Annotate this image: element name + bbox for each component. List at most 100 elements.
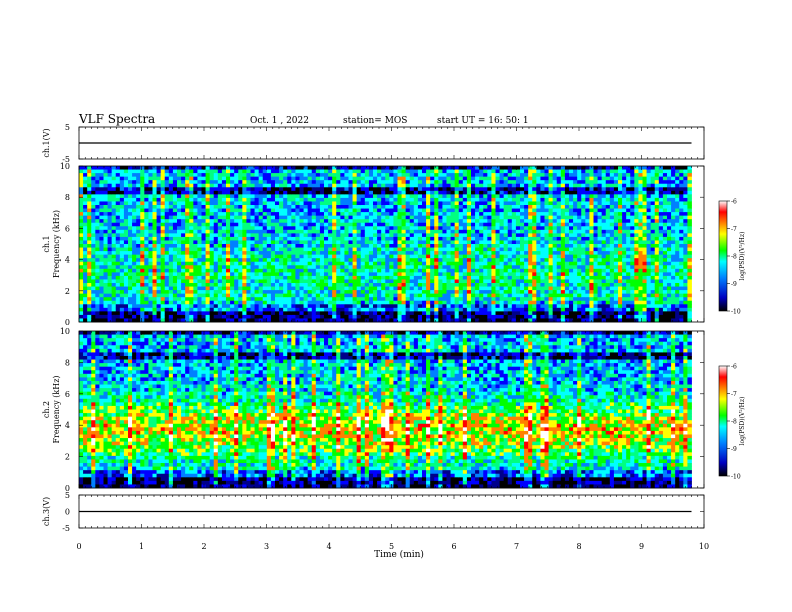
spectrogram-cell (353, 194, 357, 198)
spectrogram-cell (153, 166, 157, 170)
spectrogram-cell (275, 219, 279, 223)
spectrogram-cell (312, 198, 316, 202)
spectrogram-cell (373, 283, 377, 287)
spectrogram-cell (214, 255, 218, 259)
spectrogram-cell (385, 255, 389, 259)
spectrogram-cell (218, 212, 222, 216)
spectrogram-cell (108, 212, 112, 216)
spectrogram-cell (455, 212, 459, 216)
spectrogram-cell (312, 251, 316, 255)
spectrogram-cell (120, 205, 124, 209)
spectrogram-cell (353, 283, 357, 287)
spectrogram-cell (222, 269, 226, 273)
spectrogram-cell (442, 244, 446, 248)
spectrogram-cell (83, 276, 87, 280)
spectrogram-cell (112, 276, 116, 280)
spectrogram-cell (291, 170, 295, 174)
spectrogram-cell (475, 290, 479, 294)
spectrogram-cell (148, 315, 152, 319)
spectrogram-cell (320, 201, 324, 205)
spectrogram-cell (312, 255, 316, 259)
spectrogram-cell (108, 276, 112, 280)
spectrogram-cell (385, 283, 389, 287)
spectrogram-cell (242, 173, 246, 177)
spectrogram-cell (116, 265, 120, 269)
spectrogram-cell (504, 272, 508, 276)
spectrogram-cell (218, 244, 222, 248)
spectrogram-cell (426, 177, 430, 181)
spectrogram-cell (136, 304, 140, 308)
spectrogram-cell (475, 283, 479, 287)
spectrogram-cell (255, 237, 259, 241)
spectrogram-cell (291, 290, 295, 294)
spectrogram-cell (483, 226, 487, 230)
spectrogram-cell (263, 248, 267, 252)
spectrogram-cell (316, 237, 320, 241)
spectrogram-cell (87, 258, 91, 262)
spectrogram-cell (300, 173, 304, 177)
spectrogram-cell (104, 315, 108, 319)
spectrogram-cell (169, 269, 173, 273)
spectrogram-cell (91, 212, 95, 216)
spectrogram-cell (263, 287, 267, 291)
spectrogram-cell (193, 226, 197, 230)
spectrogram-cell (406, 170, 410, 174)
spectrogram-cell (520, 244, 524, 248)
spectrogram-cell (251, 177, 255, 181)
spectrogram-cell (312, 240, 316, 244)
spectrogram-cell (275, 311, 279, 315)
spectrogram-cell (508, 194, 512, 198)
spectrogram-cell (349, 290, 353, 294)
spectrogram-cell (283, 294, 287, 298)
spectrogram-cell (369, 187, 373, 191)
spectrogram-cell (222, 301, 226, 305)
spectrogram-cell (491, 230, 495, 234)
spectrogram-cell (226, 219, 230, 223)
spectrogram-cell (197, 177, 201, 181)
spectrogram-cell (304, 170, 308, 174)
spectrogram-cell (169, 233, 173, 237)
spectrogram-cell (508, 226, 512, 230)
spectrogram-cell (79, 269, 83, 273)
spectrogram-cell (177, 276, 181, 280)
spectrogram-cell (132, 290, 136, 294)
spectrogram-cell (83, 198, 87, 202)
spectrogram-cell (108, 205, 112, 209)
spectrogram-cell (287, 311, 291, 315)
spectrogram-cell (483, 251, 487, 255)
spectrogram-cell (283, 279, 287, 283)
spectrogram-cell (369, 223, 373, 227)
spectrogram-cell (197, 226, 201, 230)
spectrogram-cell (349, 216, 353, 220)
spectrogram-cell (259, 308, 263, 312)
spectrogram-cell (438, 304, 442, 308)
spectrogram-cell (504, 308, 508, 312)
spectrogram-cell (508, 297, 512, 301)
spectrogram-cell (83, 209, 87, 213)
spectrogram-cell (295, 315, 299, 319)
spectrogram-cell (344, 262, 348, 266)
spectrogram-cell (418, 297, 422, 301)
spectrogram-cell (410, 226, 414, 230)
spectrogram-cell (255, 187, 259, 191)
spectrogram-cell (312, 170, 316, 174)
spectrogram-cell (393, 294, 397, 298)
spectrogram-cell (185, 237, 189, 241)
spectrogram-cell (83, 315, 87, 319)
spectrogram-cell (295, 216, 299, 220)
spectrogram-cell (79, 283, 83, 287)
spectrogram-cell (487, 219, 491, 223)
spectrogram-cell (79, 201, 83, 205)
spectrogram-cell (483, 187, 487, 191)
spectrogram-cell (430, 226, 434, 230)
spectrogram-cell (91, 209, 95, 213)
spectrogram-cell (471, 287, 475, 291)
spectrogram-cell (300, 279, 304, 283)
spectrogram-cell (459, 240, 463, 244)
spectrogram-cell (108, 287, 112, 291)
spectrogram-cell (320, 219, 324, 223)
spectrogram-cell (226, 276, 230, 280)
spectrogram-cell (104, 219, 108, 223)
spectrogram-cell (487, 212, 491, 216)
spectrogram-cell (479, 279, 483, 283)
